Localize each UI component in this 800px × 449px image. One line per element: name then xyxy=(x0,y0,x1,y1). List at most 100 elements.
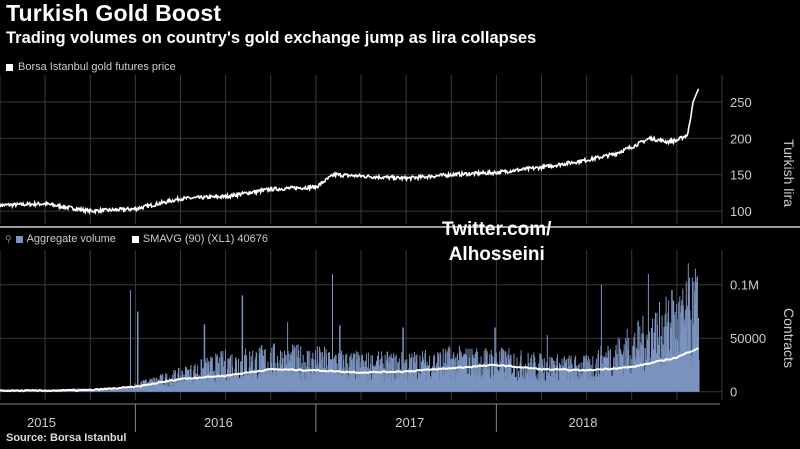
volume-bar xyxy=(398,358,400,392)
volume-bar xyxy=(661,315,663,392)
volume-bar xyxy=(238,359,239,392)
volume-bar xyxy=(137,311,139,392)
volume-bar xyxy=(660,336,662,392)
volume-bar xyxy=(516,357,518,392)
volume-bar xyxy=(218,357,220,392)
volume-bar xyxy=(369,380,371,392)
volume-bar xyxy=(480,356,482,392)
volume-bar xyxy=(379,374,380,392)
volume-bar xyxy=(476,348,478,392)
volume-bar xyxy=(687,263,689,392)
volume-tick-label: 0 xyxy=(730,385,737,400)
chart-title: Turkish Gold Boost xyxy=(6,0,222,26)
chart-subtitle: Trading volumes on country's gold exchan… xyxy=(6,29,537,47)
volume-bar xyxy=(275,375,277,392)
volume-bar xyxy=(238,378,240,392)
volume-bar xyxy=(473,357,475,392)
volume-bar xyxy=(549,356,551,392)
volume-bar xyxy=(604,356,605,392)
volume-bar xyxy=(539,353,541,392)
volume-bar xyxy=(191,378,193,392)
volume-bar xyxy=(438,366,440,392)
price-panel xyxy=(0,88,700,216)
volume-tick-label: 0.1M xyxy=(730,278,759,293)
volume-bar xyxy=(659,357,661,392)
volume-bar xyxy=(251,361,253,392)
volume-bar xyxy=(166,379,168,392)
volume-bar xyxy=(462,355,464,392)
volume-bar xyxy=(221,356,223,392)
volume-bar xyxy=(622,354,624,392)
volume-bar xyxy=(135,388,137,392)
watermark-line-1: Twitter.com/ xyxy=(442,219,552,240)
volume-bar xyxy=(510,354,512,392)
volume-bar xyxy=(469,348,471,392)
volume-bar xyxy=(603,357,605,392)
axes: Turkish lira Contracts 100 150 200 250 0 5000… xyxy=(0,95,800,432)
volume-bar xyxy=(381,355,383,392)
volume-bar xyxy=(107,389,109,392)
volume-bar xyxy=(678,302,680,392)
volume-bar xyxy=(492,364,494,392)
volume-bar xyxy=(617,337,619,392)
year-label: 2018 xyxy=(569,415,598,430)
volume-bar xyxy=(168,377,170,392)
volume-bar xyxy=(383,368,385,392)
volume-bar xyxy=(346,353,348,392)
volume-bar xyxy=(285,372,286,392)
volume-bar xyxy=(326,353,327,392)
volume-bar xyxy=(556,357,558,392)
volume-bar xyxy=(647,274,649,392)
volume-bar xyxy=(182,378,184,392)
volume-bar xyxy=(246,356,248,392)
volume-legend-swatch xyxy=(15,235,23,243)
volume-bar xyxy=(393,357,395,392)
volume-bar xyxy=(406,359,408,392)
volume-bar xyxy=(454,357,456,392)
volume-bar xyxy=(584,355,586,392)
volume-bar xyxy=(456,353,458,392)
volume-bar xyxy=(412,357,414,392)
volume-bar xyxy=(204,324,206,392)
volume-bar xyxy=(206,357,208,392)
volume-bar xyxy=(96,388,98,392)
price-tick-label: 200 xyxy=(730,131,752,146)
volume-bar xyxy=(395,354,397,392)
volume-bar xyxy=(101,389,103,392)
volume-bar xyxy=(698,360,700,392)
volume-bar xyxy=(595,358,597,392)
smavg-line xyxy=(0,347,699,393)
volume-bar xyxy=(320,352,322,392)
volume-bar xyxy=(429,355,431,392)
volume-bar xyxy=(690,319,692,392)
volume-bar xyxy=(655,312,656,392)
volume-bar xyxy=(475,352,477,392)
price-legend: Borsa Istanbul gold futures price xyxy=(6,61,176,73)
volume-bar xyxy=(652,349,654,392)
volume-bar xyxy=(230,355,231,392)
volume-bar xyxy=(543,358,545,392)
volume-bar xyxy=(500,361,502,392)
volume-bar xyxy=(504,351,506,392)
price-tick-label: 250 xyxy=(730,95,752,110)
volume-bar xyxy=(450,359,452,392)
volume-bar xyxy=(444,374,446,392)
volume-bar xyxy=(418,372,420,392)
volume-bar xyxy=(335,355,337,392)
volume-bar xyxy=(566,359,567,392)
volume-bar xyxy=(425,366,427,392)
smavg-legend-swatch xyxy=(131,235,139,243)
volume-bar xyxy=(273,343,275,392)
volume-bar xyxy=(696,275,698,392)
volume-legend-label: Aggregate volume xyxy=(26,233,116,245)
volume-bar xyxy=(542,365,544,392)
watermark: Twitter.com/ Alhosseini xyxy=(442,218,551,267)
volume-bar xyxy=(575,355,577,392)
volume-bar xyxy=(387,357,389,392)
volume-bar xyxy=(491,354,493,392)
volume-bar xyxy=(313,359,315,392)
volume-bar xyxy=(659,302,660,392)
volume-bar xyxy=(643,347,645,392)
volume-bar xyxy=(163,385,165,392)
volume-bar xyxy=(551,357,553,392)
